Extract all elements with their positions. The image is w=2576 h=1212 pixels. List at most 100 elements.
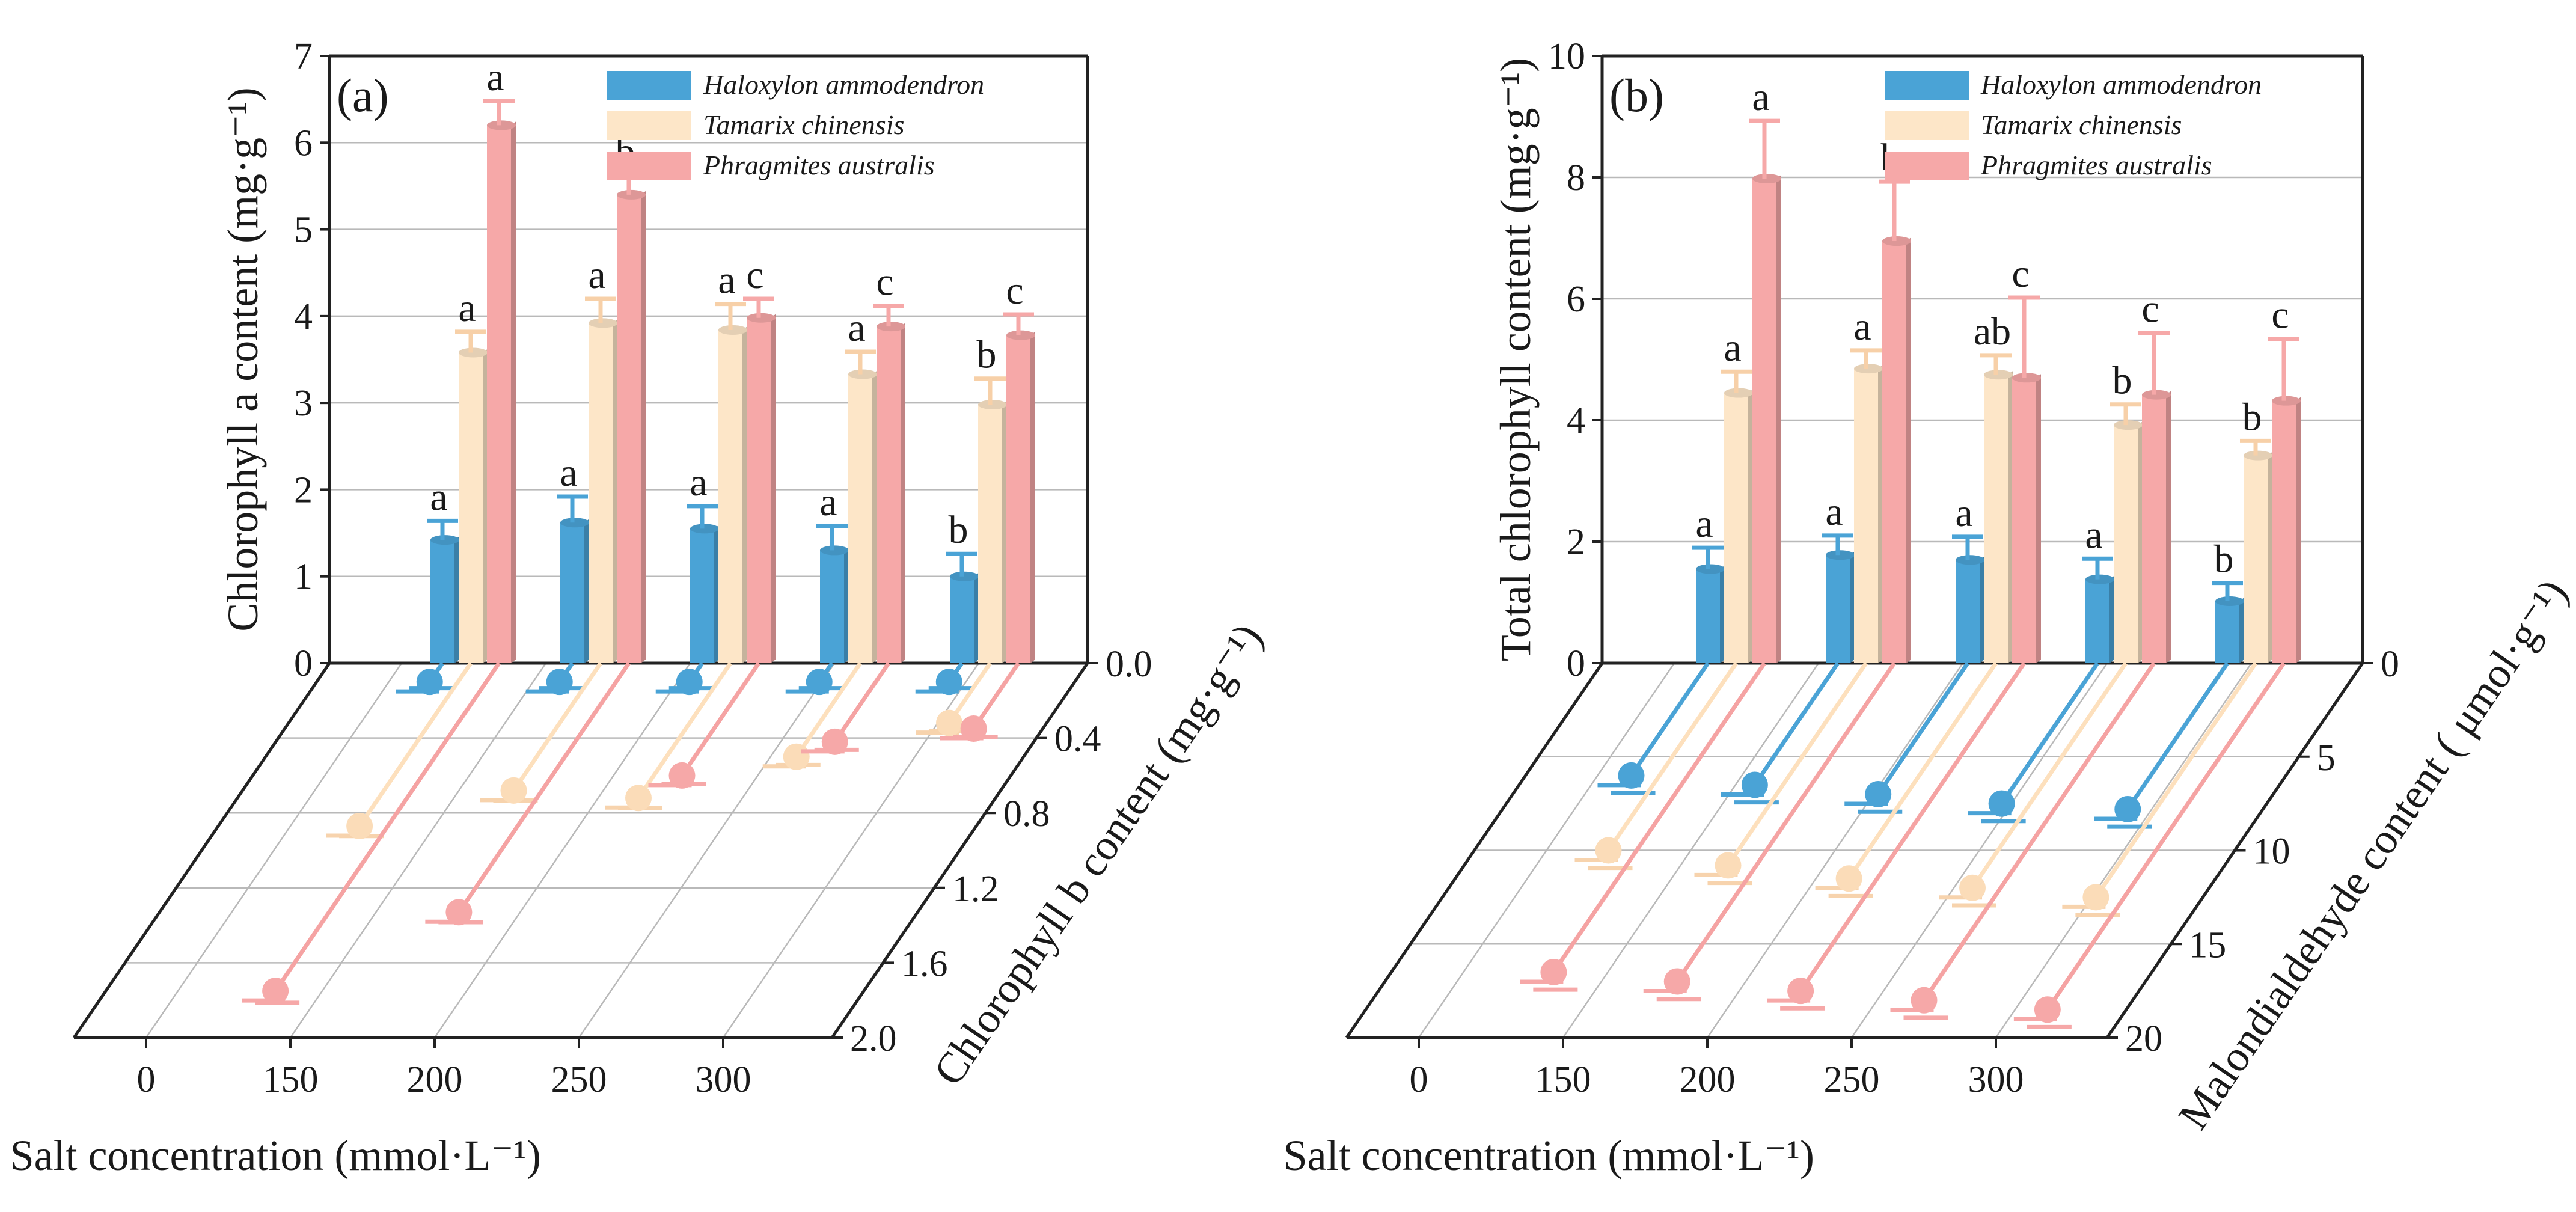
bar [1724, 393, 1748, 663]
depth-drop-line [358, 662, 473, 827]
bar-side [1906, 237, 1911, 663]
significance-label: a [1825, 490, 1843, 534]
bar-side [1878, 365, 1883, 663]
bar-top [1984, 370, 2013, 380]
x-tick-label: 0 [137, 1059, 156, 1100]
bar-top [2215, 596, 2244, 606]
bar-top [1826, 550, 1855, 560]
depth-point [1959, 874, 1986, 901]
z-tick-label: 20 [2125, 1018, 2162, 1059]
bar-side [2138, 421, 2143, 663]
depth-drop-line [2094, 662, 2257, 899]
depth-drop-line [512, 662, 602, 792]
depth-drop-line [1726, 662, 1868, 867]
depth-drop-line [794, 662, 862, 758]
depth-point [500, 777, 527, 804]
depth-drop-line [457, 662, 631, 914]
depth-point [262, 978, 289, 1005]
significance-label: b [2242, 395, 2262, 439]
depth-point [935, 669, 962, 696]
bar [2272, 400, 2296, 663]
y-tick-label: 1 [294, 557, 313, 598]
bar-side [1980, 556, 1984, 663]
depth-point [1618, 762, 1645, 789]
floor-gridline-depth [722, 663, 980, 1038]
x-tick-label: 150 [263, 1059, 319, 1100]
z-tick-label: 15 [2189, 925, 2226, 966]
depth-drop-line [2126, 662, 2229, 810]
bar-side [872, 370, 877, 663]
depth-point [2034, 996, 2061, 1023]
depth-point [1787, 978, 1814, 1005]
depth-point [416, 669, 443, 696]
bar-top [820, 545, 849, 556]
bar-side [613, 319, 617, 663]
y-tick-label: 7 [294, 36, 313, 77]
depth-point [1540, 958, 1567, 985]
bar [459, 352, 483, 663]
significance-label: a [560, 451, 577, 495]
depth-drop-line [1799, 662, 2026, 993]
depth-point [445, 899, 473, 926]
significance-label: a [588, 253, 605, 297]
depth-drop-line [1606, 662, 1738, 852]
significance-label: a [430, 475, 447, 519]
y-tick-label: 8 [1567, 158, 1585, 198]
significance-label: a [1955, 491, 1972, 535]
bar-top [2272, 396, 2301, 406]
depth-drop-line [1675, 662, 1896, 983]
bar-side [844, 546, 849, 663]
bar-side [771, 314, 776, 663]
depth-point [676, 669, 703, 696]
significance-label: c [2271, 293, 2289, 337]
bar-top [459, 347, 488, 358]
bar-top [617, 189, 646, 200]
bar [617, 194, 641, 663]
depth-drop-line [1552, 662, 1766, 973]
y-tick-label: 2 [294, 470, 313, 510]
depth-drop-line [680, 662, 760, 777]
bar-side [2268, 451, 2272, 663]
legend-label: Haloxylon ammodendron [1980, 69, 2262, 100]
depth-point [1715, 852, 1742, 879]
legend-label: Phragmites australis [1980, 150, 2212, 180]
floor-gridline-depth [145, 663, 403, 1038]
y-tick-label: 0 [294, 643, 313, 684]
floor-gridline-depth [1562, 663, 1820, 1038]
significance-label: a [1752, 75, 1769, 119]
bar-side [1002, 401, 1007, 663]
y-tick-label: 3 [294, 383, 313, 424]
z-axis-line [830, 662, 1089, 1039]
depth-drop-line [1971, 662, 2128, 889]
z-tick-label: 0.8 [1003, 794, 1050, 834]
x-tick-label: 150 [1535, 1059, 1591, 1100]
bar-top [1956, 555, 1984, 565]
bar-top [978, 400, 1007, 410]
legend-label: Tamarix chinensis [1981, 109, 2182, 140]
depth-point [821, 728, 848, 755]
depth-point [1865, 781, 1892, 808]
significance-label: c [2012, 252, 2029, 296]
left-floor-line [1345, 662, 1604, 1039]
floor-gridline-depth [578, 663, 836, 1038]
depth-drop-line [833, 662, 890, 743]
floor-gridline-depth [433, 663, 691, 1038]
bar-side [641, 191, 646, 663]
depth-point [1911, 987, 1938, 1014]
bar-top [1854, 364, 1883, 374]
bar [950, 576, 974, 663]
bar-top [1882, 236, 1911, 246]
x-tick-label: 300 [1968, 1059, 2024, 1100]
z-tick-label: 2.0 [850, 1018, 897, 1059]
bar [1752, 179, 1776, 663]
bar [560, 522, 584, 663]
x-tick-label: 200 [1680, 1059, 1736, 1100]
z-tick-label: 5 [2317, 738, 2336, 779]
bar [430, 540, 454, 663]
depth-point [2114, 795, 2141, 822]
bar [877, 326, 901, 663]
bar-side [2109, 575, 2114, 663]
bar-side [2239, 597, 2244, 663]
floor-gridline-depth [1418, 663, 1675, 1038]
